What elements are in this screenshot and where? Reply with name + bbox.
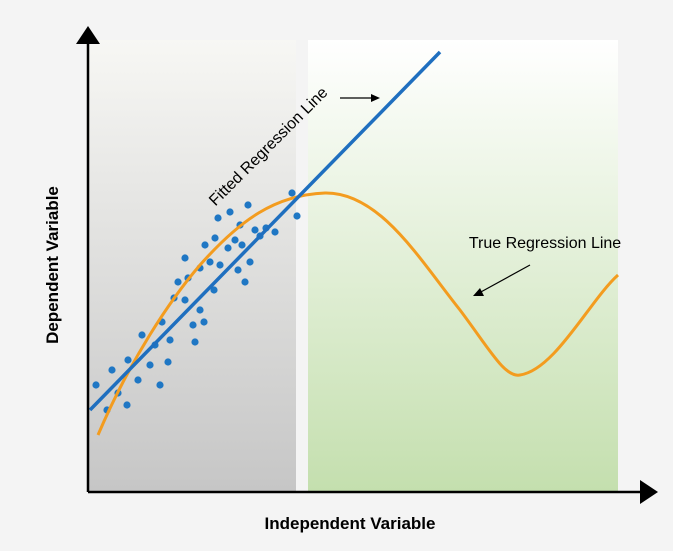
scatter-point — [181, 254, 189, 262]
scatter-point — [206, 258, 214, 266]
extrapolation-region — [308, 40, 618, 492]
scatter-points — [92, 189, 301, 414]
scatter-point — [216, 261, 224, 269]
scatter-point — [211, 234, 219, 242]
scatter-point — [201, 241, 209, 249]
true-arrowhead — [473, 288, 484, 296]
y-axis-label: Dependent Variable — [43, 186, 62, 344]
scatter-point — [271, 228, 279, 236]
scatter-point — [174, 278, 182, 286]
sample-region — [88, 40, 296, 492]
scatter-point — [146, 361, 154, 369]
fitted-regression-line — [88, 50, 442, 412]
scatter-point — [200, 318, 208, 326]
scatter-point — [189, 321, 197, 329]
scatter-point — [92, 381, 100, 389]
scatter-point — [288, 189, 296, 197]
scatter-point — [196, 306, 204, 314]
scatter-point — [124, 356, 132, 364]
scatter-point — [246, 258, 254, 266]
fitted-arrowhead — [371, 94, 380, 102]
scatter-point — [134, 376, 142, 384]
x-axis-label: Independent Variable — [265, 514, 436, 533]
scatter-point — [241, 278, 249, 286]
true-label: True Regression Line — [469, 235, 621, 252]
scatter-point — [164, 358, 172, 366]
scatter-point — [244, 201, 252, 209]
true-regression-curve — [96, 191, 619, 436]
scatter-point — [231, 236, 239, 244]
scatter-point — [191, 338, 199, 346]
x-axis-arrow — [640, 480, 658, 504]
scatter-point — [156, 381, 164, 389]
scatter-point — [210, 286, 218, 294]
scatter-point — [108, 366, 116, 374]
scatter-point — [238, 241, 246, 249]
scatter-point — [234, 266, 242, 274]
scatter-point — [138, 331, 146, 339]
y-axis-arrow — [76, 26, 100, 44]
scatter-point — [251, 226, 259, 234]
scatter-point — [181, 296, 189, 304]
scatter-point — [166, 336, 174, 344]
scatter-point — [224, 244, 232, 252]
scatter-point — [226, 208, 234, 216]
scatter-point — [214, 214, 222, 222]
scatter-point — [293, 212, 301, 220]
true-arrow — [478, 264, 531, 294]
scatter-point — [123, 401, 131, 409]
